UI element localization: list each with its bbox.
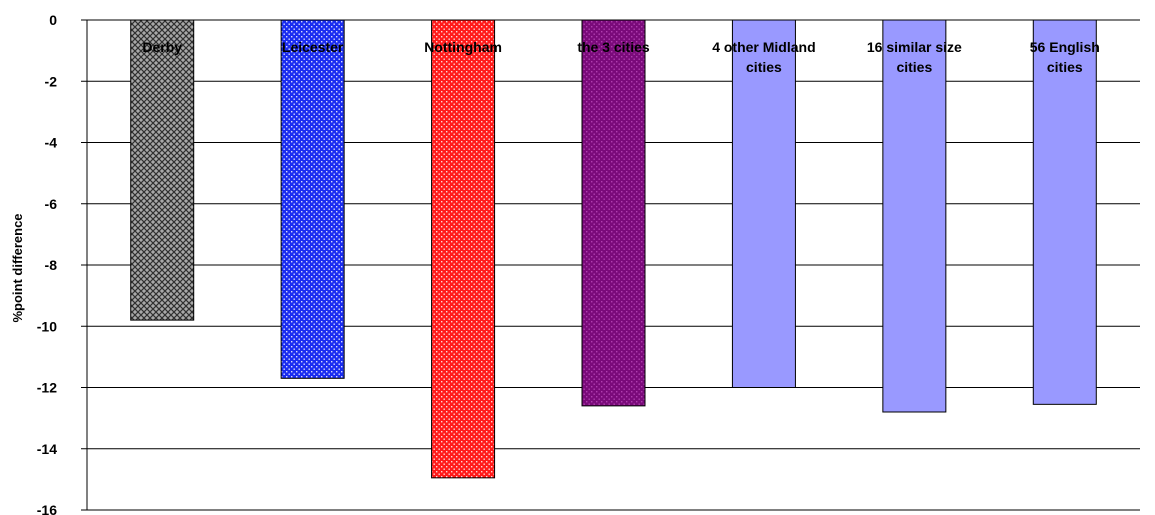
category-label: cities (1047, 59, 1083, 75)
category-label: Derby (142, 39, 182, 55)
category-label: 56 English (1030, 39, 1100, 55)
bar (882, 19, 947, 413)
y-tick-label: 0 (49, 12, 57, 28)
category-labels: Derby Leicester Nottingham the 3 cities 4 ot… (142, 39, 1099, 75)
category-label: cities (746, 59, 782, 75)
bar (130, 19, 195, 321)
y-tick-labels: 0 -2 -4 -6 -8 -10 -12 -14 -16 (37, 12, 57, 515)
y-axis-label: %point difference (10, 213, 25, 322)
category-label: the 3 cities (577, 39, 650, 55)
category-label: Leicester (282, 39, 344, 55)
y-tick-label: -14 (37, 441, 57, 457)
category-label: cities (896, 59, 932, 75)
bar (280, 19, 345, 379)
y-tick-label: -4 (45, 135, 58, 151)
y-tick-label: -2 (45, 73, 58, 89)
bar (581, 19, 646, 407)
bar (431, 19, 496, 479)
y-tick-label: -8 (45, 257, 58, 273)
bar (731, 19, 796, 388)
bar (1032, 19, 1097, 405)
category-label: Nottingham (424, 39, 502, 55)
category-label: 16 similar size (867, 39, 962, 55)
y-tick-label: -10 (37, 318, 57, 334)
y-tick-label: -12 (37, 380, 57, 396)
bars (130, 19, 1097, 479)
category-label: 4 other Midland (712, 39, 815, 55)
y-tick-label: -16 (37, 502, 57, 515)
y-tick-label: -6 (45, 196, 58, 212)
